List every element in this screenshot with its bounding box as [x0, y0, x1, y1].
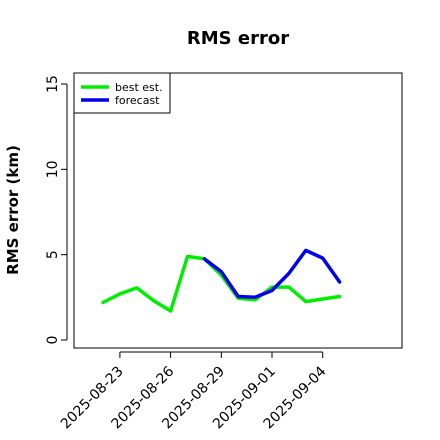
y-tick-label: 5: [45, 250, 61, 259]
x-axis: 2025-08-232025-08-262025-08-292025-09-01…: [58, 351, 330, 432]
y-axis: 0 5 10 15: [45, 75, 68, 345]
y-tick-label: 0: [45, 336, 61, 345]
legend-label: best est.: [115, 81, 163, 94]
legend-label: forecast: [115, 94, 160, 107]
y-axis-title: RMS error (km): [4, 145, 22, 275]
legend-box: [73, 72, 171, 114]
series-layer: [101, 248, 342, 313]
legend: best est.forecast: [73, 72, 171, 114]
plot-frame: [73, 72, 403, 349]
series-line-forecast: [202, 248, 342, 300]
y-tick-label: 15: [45, 75, 61, 93]
y-tick-label: 10: [45, 160, 61, 178]
chart-title: RMS error: [187, 28, 289, 49]
series-line-best-est: [101, 254, 342, 313]
